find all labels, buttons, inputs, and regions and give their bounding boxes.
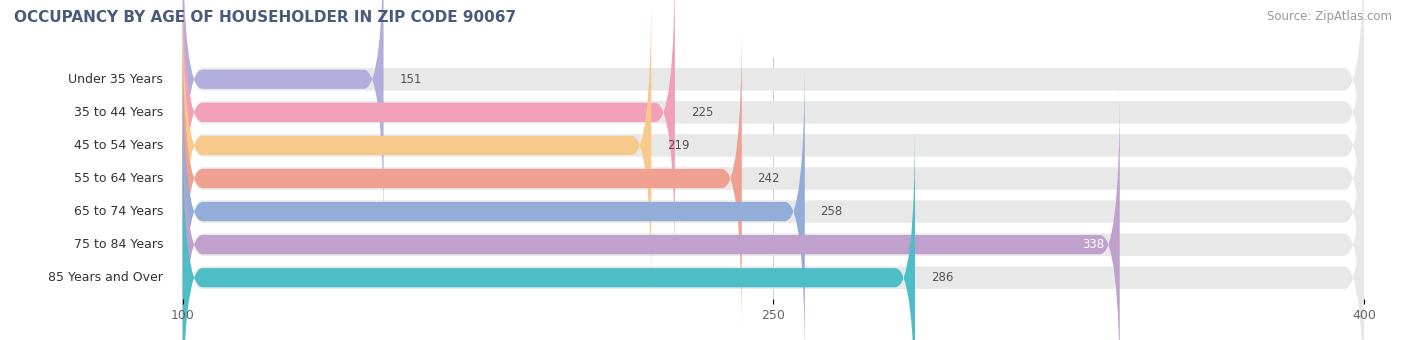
FancyBboxPatch shape (183, 57, 1364, 340)
Text: 242: 242 (758, 172, 780, 185)
FancyBboxPatch shape (183, 90, 1364, 340)
Text: 225: 225 (690, 106, 713, 119)
FancyBboxPatch shape (183, 23, 742, 334)
FancyBboxPatch shape (183, 124, 1364, 340)
Text: Source: ZipAtlas.com: Source: ZipAtlas.com (1267, 10, 1392, 23)
FancyBboxPatch shape (183, 0, 1364, 300)
FancyBboxPatch shape (183, 122, 915, 340)
Text: 45 to 54 Years: 45 to 54 Years (73, 139, 163, 152)
Text: 65 to 74 Years: 65 to 74 Years (73, 205, 163, 218)
Text: 286: 286 (931, 271, 953, 284)
FancyBboxPatch shape (183, 89, 1119, 340)
FancyBboxPatch shape (183, 0, 1364, 233)
Text: 338: 338 (1081, 238, 1104, 251)
FancyBboxPatch shape (183, 0, 384, 235)
FancyBboxPatch shape (183, 0, 651, 301)
FancyBboxPatch shape (183, 0, 1364, 267)
Text: 258: 258 (821, 205, 842, 218)
Text: 75 to 84 Years: 75 to 84 Years (73, 238, 163, 251)
Text: 151: 151 (399, 73, 422, 86)
Text: 55 to 64 Years: 55 to 64 Years (73, 172, 163, 185)
Text: OCCUPANCY BY AGE OF HOUSEHOLDER IN ZIP CODE 90067: OCCUPANCY BY AGE OF HOUSEHOLDER IN ZIP C… (14, 10, 516, 25)
FancyBboxPatch shape (183, 24, 1364, 333)
Text: 85 Years and Over: 85 Years and Over (48, 271, 163, 284)
Text: Under 35 Years: Under 35 Years (69, 73, 163, 86)
Text: 35 to 44 Years: 35 to 44 Years (75, 106, 163, 119)
Text: 219: 219 (666, 139, 689, 152)
FancyBboxPatch shape (183, 56, 804, 340)
FancyBboxPatch shape (183, 0, 675, 268)
